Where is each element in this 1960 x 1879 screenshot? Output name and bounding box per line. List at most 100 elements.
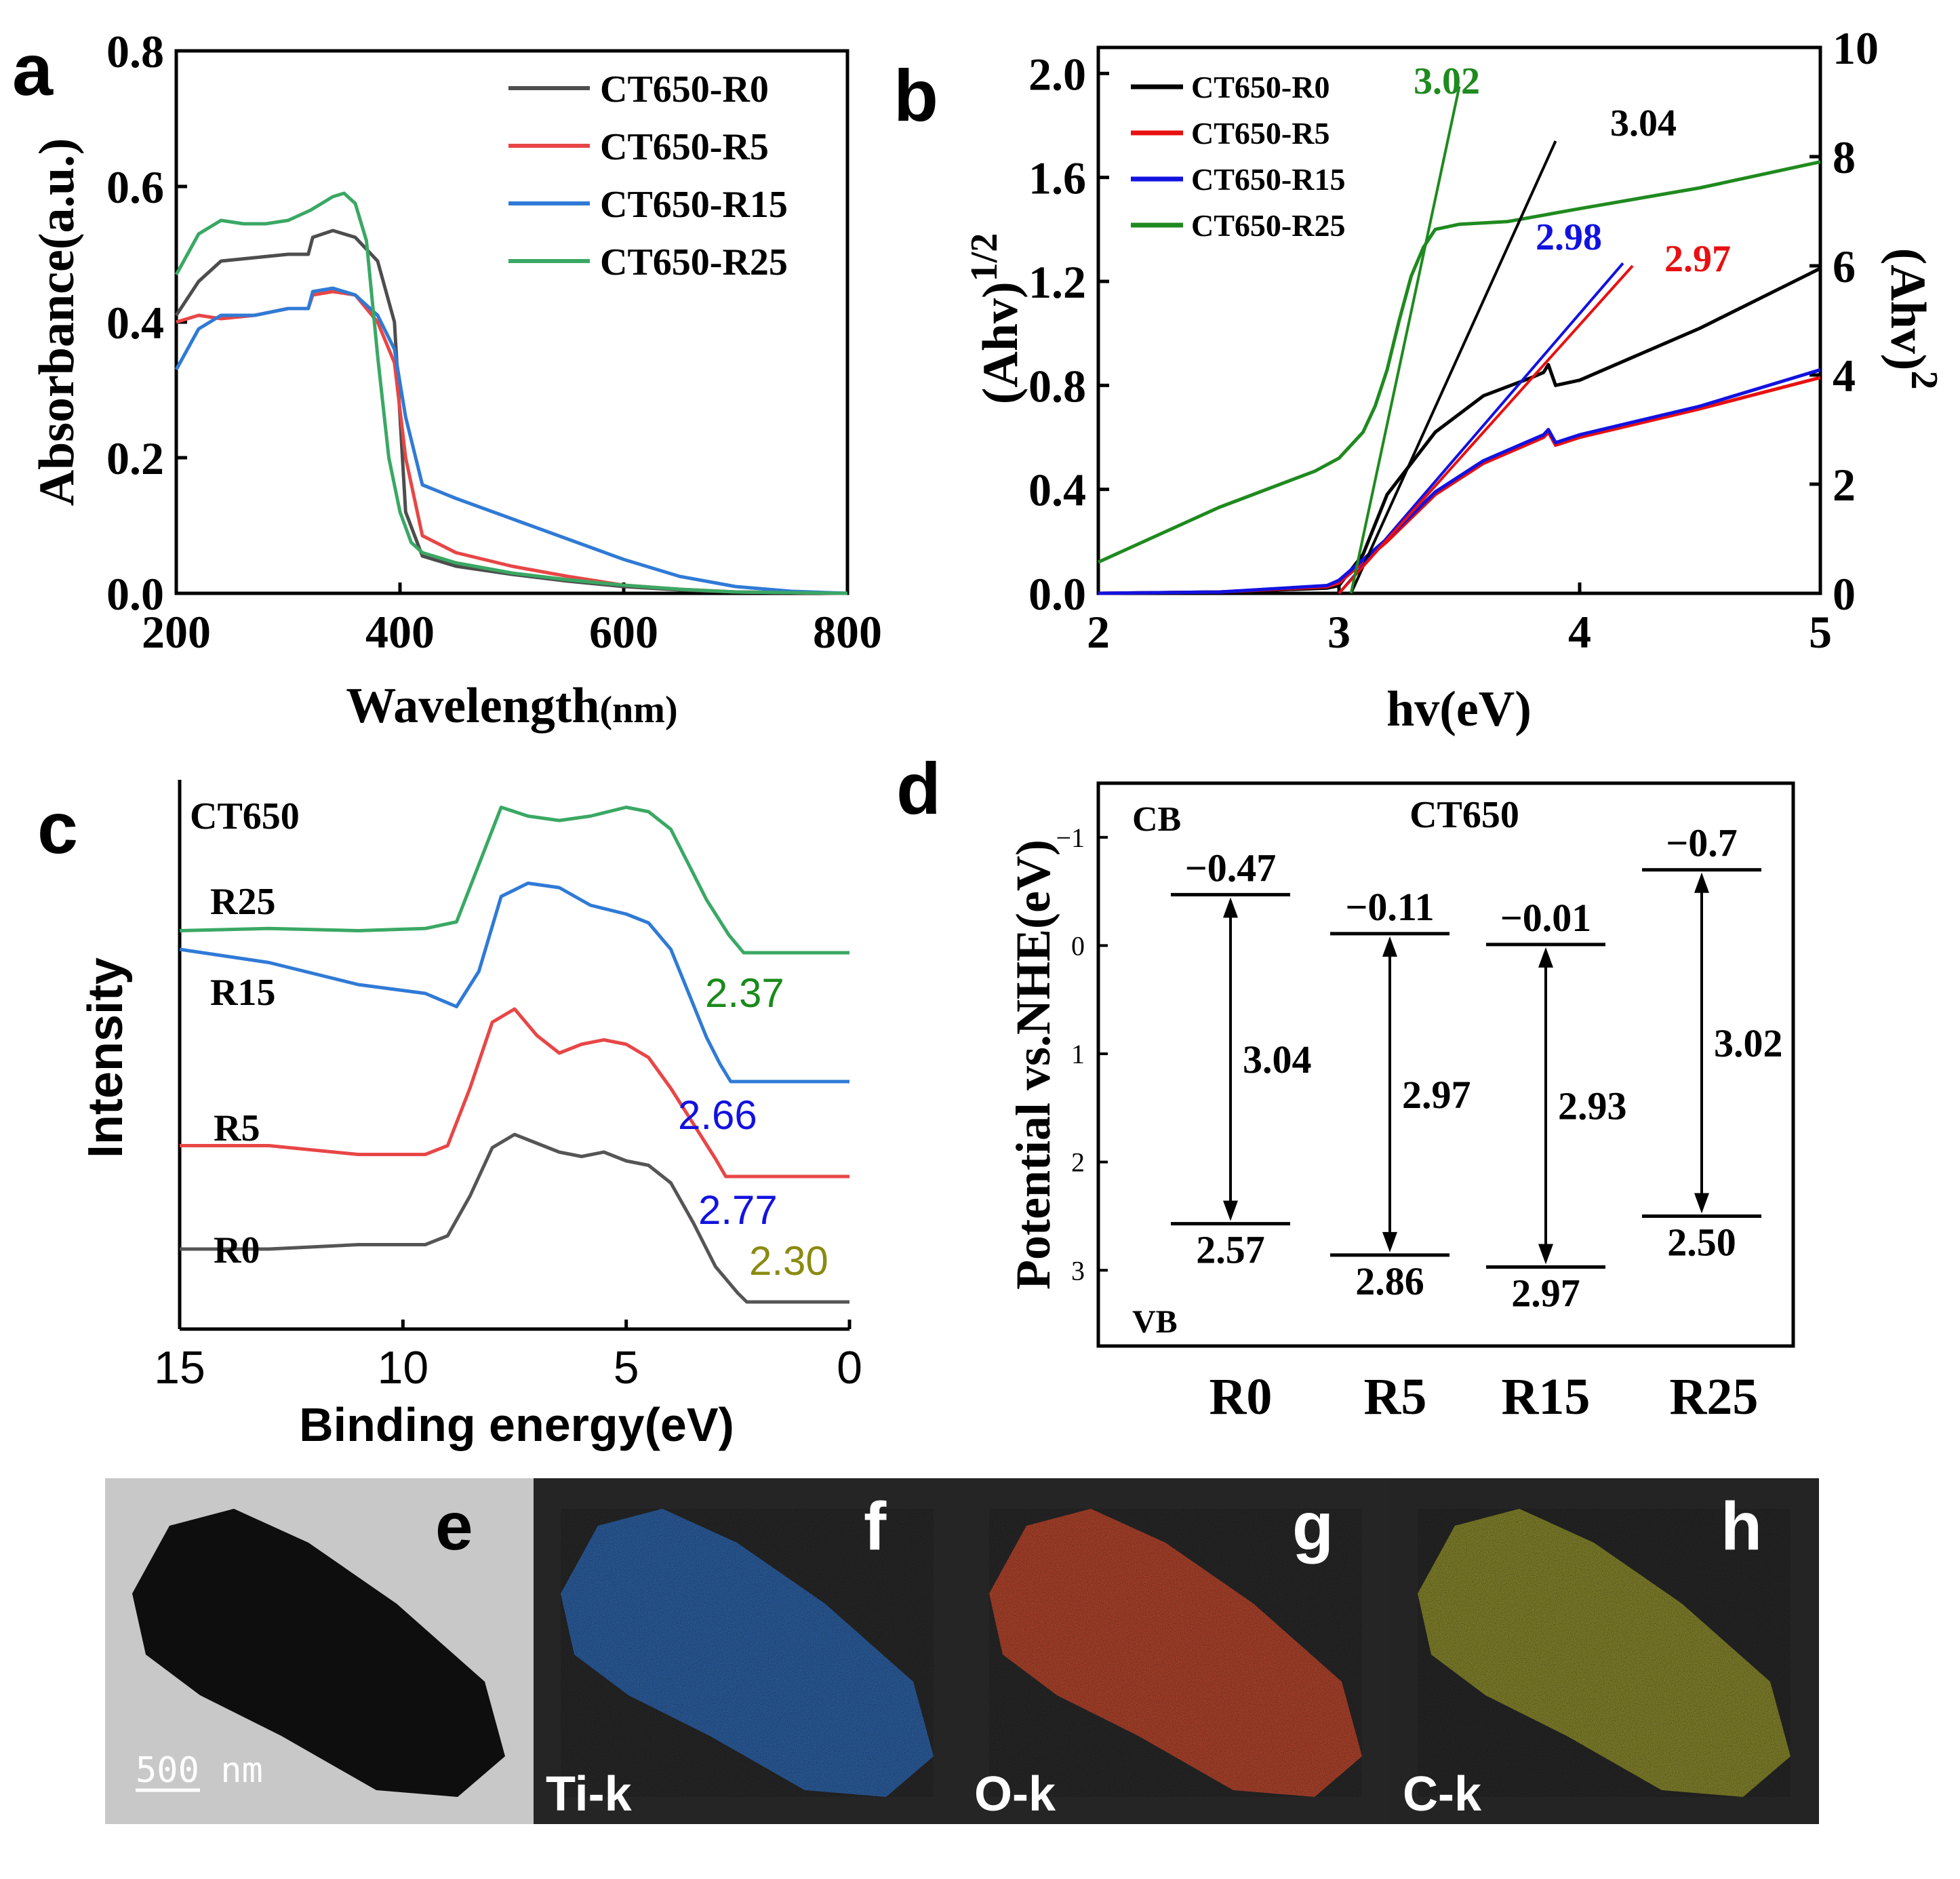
- panel-b-legend: CT650-R0 CT650-R5 CT650-R15 CT650-R25: [1131, 70, 1345, 243]
- micrograph-element-label: O-k: [974, 1767, 1056, 1821]
- panel-b-series: [1097, 160, 1822, 595]
- d-category-r15: R15: [1502, 1368, 1591, 1425]
- panel-b-chart: b 2 3 4 5 0.0 0.4 0.8 1.2 1.6 2.0 0 2 4 6 8 10 3.04 2.…: [894, 22, 1945, 737]
- b-tangent-label: 2.97: [1664, 238, 1731, 280]
- b-x-tick-label: 4: [1568, 606, 1591, 658]
- b-right-y-tick-label: 8: [1833, 132, 1856, 183]
- a-x-tick-label: 600: [589, 606, 658, 658]
- panel-c-title: CT650: [190, 795, 300, 837]
- a-legend-label: CT650-R0: [600, 68, 769, 111]
- b-right-y-tick-label: 6: [1833, 241, 1856, 292]
- d-arrowhead-down: [1694, 1193, 1709, 1214]
- panel-c-x-ticks: 15 10 5 0: [154, 1320, 862, 1393]
- b-series-ct650-r15: [1098, 368, 1821, 595]
- d-y-tick-label: 2: [1071, 1147, 1085, 1178]
- panel-b-x-axis-label: hv(eV): [1386, 681, 1532, 737]
- panel-b-right-y-ticks: 0 2 4 6 8 10: [1809, 22, 1879, 620]
- b-tangent-2-98: [1338, 262, 1624, 595]
- b-y-tick-label: 1.6: [1028, 153, 1086, 204]
- b-y-tick-label: 0.4: [1028, 464, 1086, 516]
- c-x-tick-label: 5: [614, 1342, 639, 1393]
- b-right-y-tick-label: 2: [1833, 459, 1856, 511]
- b-y-tick-label: 1.2: [1028, 256, 1086, 308]
- panel-a-chart: a 200 400 600 800 0.00.20.40.60.8 CT650-R0C…: [12, 26, 882, 734]
- panel-c-annotations: 2.37 2.66 2.77 2.30: [678, 970, 828, 1284]
- a-x-tick-label: 200: [142, 606, 211, 658]
- c-annotation-label: 2.66: [678, 1092, 757, 1138]
- b-tangent-label: 3.02: [1414, 60, 1480, 102]
- a-legend-label: CT650-R5: [600, 126, 769, 168]
- micrograph-strip: e f Ti-k g O-k h C-k 500 nm: [105, 1478, 1819, 1824]
- micrograph-noise: [989, 1509, 1362, 1797]
- micrograph-label-g: g: [1292, 1488, 1334, 1564]
- a-series-ct650-r15: [174, 286, 848, 595]
- b-legend-label: CT650-R25: [1191, 208, 1345, 243]
- b-y-tick-label: 0.0: [1028, 568, 1086, 620]
- d-y-tick-label: 0: [1071, 930, 1085, 961]
- a-y-tick-label: 0.4: [106, 297, 164, 349]
- d-arrowhead-down: [1223, 1200, 1238, 1221]
- b-x-tick-label: 3: [1327, 606, 1351, 658]
- panel-d-title: CT650: [1409, 794, 1519, 836]
- b-x-tick-label: 5: [1809, 606, 1832, 658]
- micrograph-particle: [132, 1509, 505, 1797]
- panel-d-band-levels: −0.47 2.57 3.04 −0.11 2.86 2.97 −0.01 2.97 2.93 −…: [1171, 821, 1783, 1315]
- micrograph-label-f: f: [864, 1488, 887, 1564]
- micrograph-element-label: Ti-k: [546, 1767, 633, 1821]
- d-cb-value-label: −0.7: [1666, 821, 1738, 865]
- d-gap-label: 2.97: [1402, 1073, 1471, 1117]
- panel-c-series: [179, 806, 849, 1304]
- b-series-ct650-r25: [1097, 160, 1821, 564]
- panel-label-a: a: [12, 28, 54, 111]
- c-annotation-label: 2.37: [705, 970, 784, 1016]
- d-y-tick-label: −1: [1056, 823, 1085, 853]
- a-legend-label: CT650-R25: [600, 241, 788, 283]
- panel-a-y-axis-label: Absorbance(a.u.): [29, 138, 85, 507]
- b-tangent-2-97: [1338, 264, 1634, 595]
- a-x-tick-label: 800: [813, 606, 882, 658]
- c-annotation-label: 2.30: [749, 1238, 828, 1284]
- b-y-tick-label: 2.0: [1028, 48, 1086, 100]
- c-series-label: R15: [210, 972, 275, 1014]
- panel-label-d: d: [896, 747, 941, 829]
- c-series-label: R25: [210, 881, 275, 923]
- panel-c-y-axis-label: Intensity: [79, 957, 133, 1158]
- scale-bar-label: 500 nm: [136, 1750, 263, 1791]
- c-series-r25: [179, 806, 849, 955]
- panel-b-tangent-lines: 3.04 2.98 2.97 3.02: [1338, 60, 1731, 595]
- b-tangent-label: 2.98: [1536, 216, 1602, 258]
- d-cb-value-label: −0.47: [1185, 846, 1277, 890]
- b-series-ct650-r0: [1098, 266, 1822, 595]
- micrograph-noise: [561, 1509, 934, 1797]
- panel-c-series-labels: R25 R15 R5 R0: [210, 881, 275, 1271]
- d-vb-value-label: 2.97: [1511, 1271, 1580, 1315]
- a-y-tick-label: 0.2: [106, 433, 164, 484]
- panel-b-y-axis-label: (Ahv)1/2: [963, 233, 1028, 404]
- panel-b-axes-frame: [1096, 45, 1822, 595]
- panel-b-right-y-axis-label: (Ahv)2: [1880, 248, 1945, 390]
- c-series-r5: [180, 1007, 849, 1179]
- a-y-tick-label: 0.0: [106, 568, 164, 620]
- d-gap-label: 2.93: [1558, 1084, 1627, 1128]
- d-arrowhead-up: [1223, 897, 1238, 918]
- micrograph-label-h: h: [1721, 1488, 1762, 1564]
- a-series-ct650-r5: [176, 290, 848, 595]
- d-y-tick-label: 1: [1071, 1039, 1085, 1069]
- b-tangent-label: 3.04: [1610, 102, 1677, 144]
- c-annotation-label: 2.77: [698, 1187, 778, 1233]
- d-arrowhead-up: [1538, 947, 1553, 968]
- d-arrowhead-up: [1694, 872, 1709, 893]
- c-x-tick-label: 0: [837, 1342, 862, 1393]
- c-series-r15: [179, 882, 849, 1084]
- d-cb-value-label: −0.11: [1345, 885, 1434, 929]
- d-category-r25: R25: [1670, 1368, 1759, 1425]
- panel-b-y-ticks: 0.0 0.4 0.8 1.2 1.6 2.0: [1028, 48, 1109, 620]
- panel-b-x-ticks: 2 3 4 5: [1087, 582, 1832, 658]
- a-series-ct650-r0: [174, 229, 848, 595]
- panel-a-x-ticks: 200 400 600 800: [142, 582, 882, 658]
- panel-d-cb-label: CB: [1132, 800, 1181, 839]
- a-x-tick-label: 400: [365, 606, 435, 658]
- b-legend-label: CT650-R0: [1191, 70, 1329, 104]
- b-tangent-3-04: [1349, 140, 1557, 594]
